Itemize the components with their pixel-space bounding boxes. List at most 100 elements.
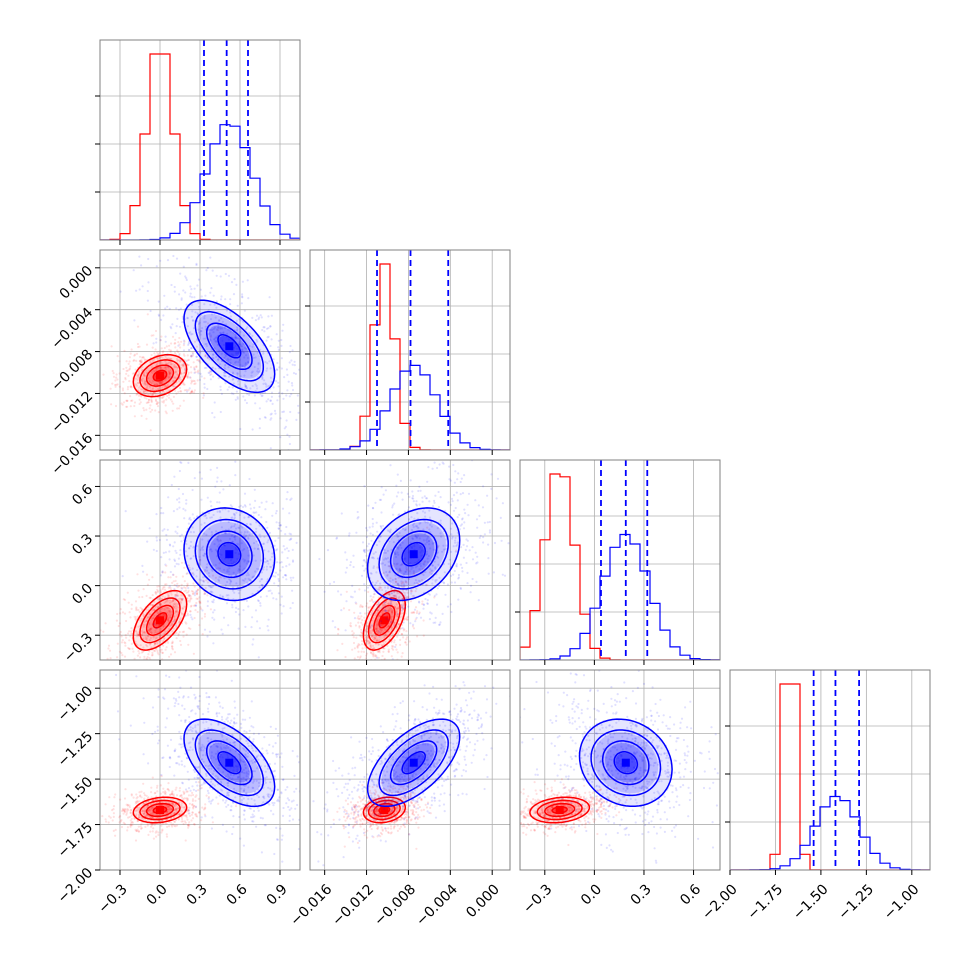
scatter-point xyxy=(148,623,151,626)
scatter-point xyxy=(172,254,175,258)
scatter-point xyxy=(232,440,234,442)
scatter-point xyxy=(269,399,272,402)
scatter-point xyxy=(130,814,133,817)
contour-line xyxy=(366,507,461,602)
scatter-point xyxy=(418,522,421,525)
scatter-point xyxy=(155,539,158,542)
scatter-point xyxy=(414,620,417,623)
scatter-point xyxy=(371,629,374,632)
scatter-point xyxy=(270,314,273,317)
scatter-point xyxy=(422,607,425,610)
scatter-point xyxy=(151,393,154,396)
scatter-point xyxy=(251,428,254,431)
scatter-point xyxy=(252,353,255,356)
scatter-point xyxy=(366,545,369,548)
scatter-point xyxy=(223,544,226,547)
scatter-point xyxy=(486,494,489,497)
scatter-point xyxy=(389,528,392,531)
scatter-point xyxy=(160,318,163,321)
scatter-point xyxy=(192,807,195,810)
scatter-point xyxy=(107,647,110,650)
scatter-point xyxy=(163,586,166,589)
scatter-point xyxy=(254,499,257,502)
scatter-point xyxy=(168,655,171,658)
scatter-point xyxy=(166,600,169,603)
scatter-point xyxy=(167,617,170,620)
scatter-point xyxy=(395,611,398,614)
scatter-point xyxy=(388,571,391,574)
scatter-point xyxy=(404,570,407,573)
scatter-point xyxy=(155,265,158,268)
scatter-point xyxy=(209,595,212,598)
scatter-point xyxy=(160,819,164,822)
scatter-point xyxy=(386,549,389,553)
scatter-point xyxy=(186,599,190,602)
scatter-point xyxy=(402,585,405,589)
scatter-point xyxy=(191,513,194,516)
scatter-point xyxy=(279,524,282,527)
scatter-point xyxy=(186,375,189,378)
scatter-point xyxy=(149,628,152,631)
scatter-point xyxy=(146,824,149,827)
scatter-point xyxy=(434,566,437,569)
scatter-point xyxy=(289,576,292,579)
scatter-point xyxy=(376,692,378,694)
scatter-point xyxy=(198,596,201,599)
scatter-point xyxy=(411,566,414,569)
scatter-point xyxy=(401,563,404,566)
scatter-point xyxy=(241,549,244,552)
scatter-point xyxy=(176,407,179,410)
scatter-point xyxy=(180,796,184,799)
scatter-point xyxy=(179,549,182,552)
scatter-point xyxy=(265,520,268,524)
scatter-point xyxy=(173,475,176,478)
scatter-point xyxy=(160,591,163,594)
scatter-point xyxy=(413,611,416,614)
scatter-point xyxy=(387,630,390,633)
scatter-point xyxy=(368,642,371,645)
scatter-point xyxy=(482,541,485,544)
scatter-point xyxy=(404,641,407,644)
scatter-point xyxy=(154,329,158,333)
scatter-point xyxy=(185,303,188,306)
scatter-point xyxy=(235,360,238,363)
scatter-point xyxy=(146,540,149,543)
scatter-point xyxy=(262,568,265,571)
scatter-point xyxy=(164,822,167,825)
scatter-point xyxy=(362,548,366,552)
scatter-point xyxy=(119,815,122,818)
scatter-point xyxy=(143,620,146,623)
scatter-point xyxy=(203,314,206,317)
scatter-point xyxy=(376,650,379,653)
scatter-point xyxy=(376,627,379,630)
scatter-point xyxy=(289,498,292,501)
scatter-point xyxy=(361,647,364,650)
scatter-point xyxy=(212,353,215,356)
scatter-point xyxy=(170,792,173,796)
scatter-point xyxy=(134,600,138,603)
scatter-point xyxy=(134,383,137,386)
scatter-point xyxy=(123,822,126,826)
scatter-point xyxy=(425,550,428,553)
scatter-point xyxy=(199,784,202,788)
scatter-point xyxy=(125,803,128,806)
scatter-point xyxy=(170,600,173,603)
scatter-point xyxy=(374,629,377,632)
scatter-point xyxy=(252,638,255,641)
scatter-point xyxy=(467,492,471,495)
scatter-point xyxy=(387,610,390,613)
scatter-point xyxy=(367,504,370,507)
scatter-point xyxy=(211,616,214,619)
scatter-point xyxy=(390,548,393,551)
scatter-point xyxy=(219,539,222,542)
scatter-point xyxy=(400,606,404,609)
scatter-point xyxy=(157,831,160,834)
scatter-point xyxy=(426,599,429,602)
scatter-point xyxy=(469,584,473,587)
scatter-point xyxy=(235,283,238,286)
scatter-point xyxy=(183,342,186,345)
scatter-point xyxy=(393,621,396,624)
scatter-point xyxy=(456,478,459,481)
scatter-point xyxy=(168,371,171,374)
